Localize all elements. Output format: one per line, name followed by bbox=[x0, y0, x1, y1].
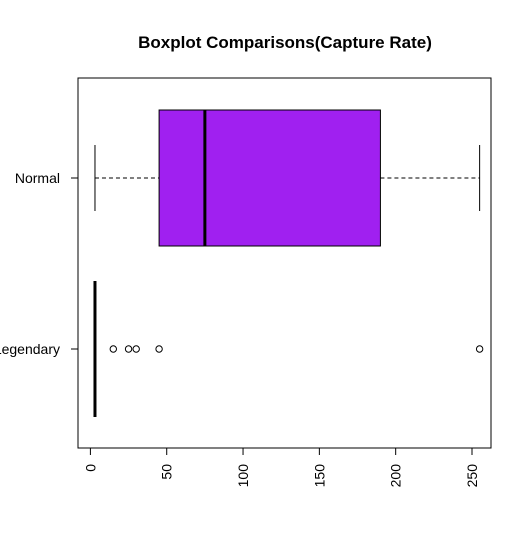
x-tick-label: 0 bbox=[82, 464, 98, 472]
x-axis: 0 50 100 150 200 250 bbox=[82, 448, 480, 487]
boxes bbox=[93, 109, 484, 417]
x-tick-label: 250 bbox=[464, 464, 480, 488]
outlier-point bbox=[124, 345, 133, 353]
outlier-point bbox=[475, 345, 484, 353]
x-tick-label: 200 bbox=[388, 464, 404, 488]
y-tick-label: Normal bbox=[15, 170, 60, 186]
y-tick-label: Legendary bbox=[0, 341, 60, 357]
outlier-point bbox=[132, 345, 140, 353]
x-tick-label: 100 bbox=[235, 464, 251, 488]
box bbox=[158, 109, 381, 247]
chart-title: Boxplot Comparisons(Capture Rate) bbox=[138, 33, 432, 52]
y-axis: Normal Legendary bbox=[0, 170, 78, 357]
plot-frame bbox=[77, 77, 492, 449]
outlier-point bbox=[109, 345, 117, 353]
outlier-point bbox=[155, 345, 163, 353]
x-tick-label: 150 bbox=[311, 464, 327, 488]
x-tick-label: 50 bbox=[159, 464, 175, 480]
